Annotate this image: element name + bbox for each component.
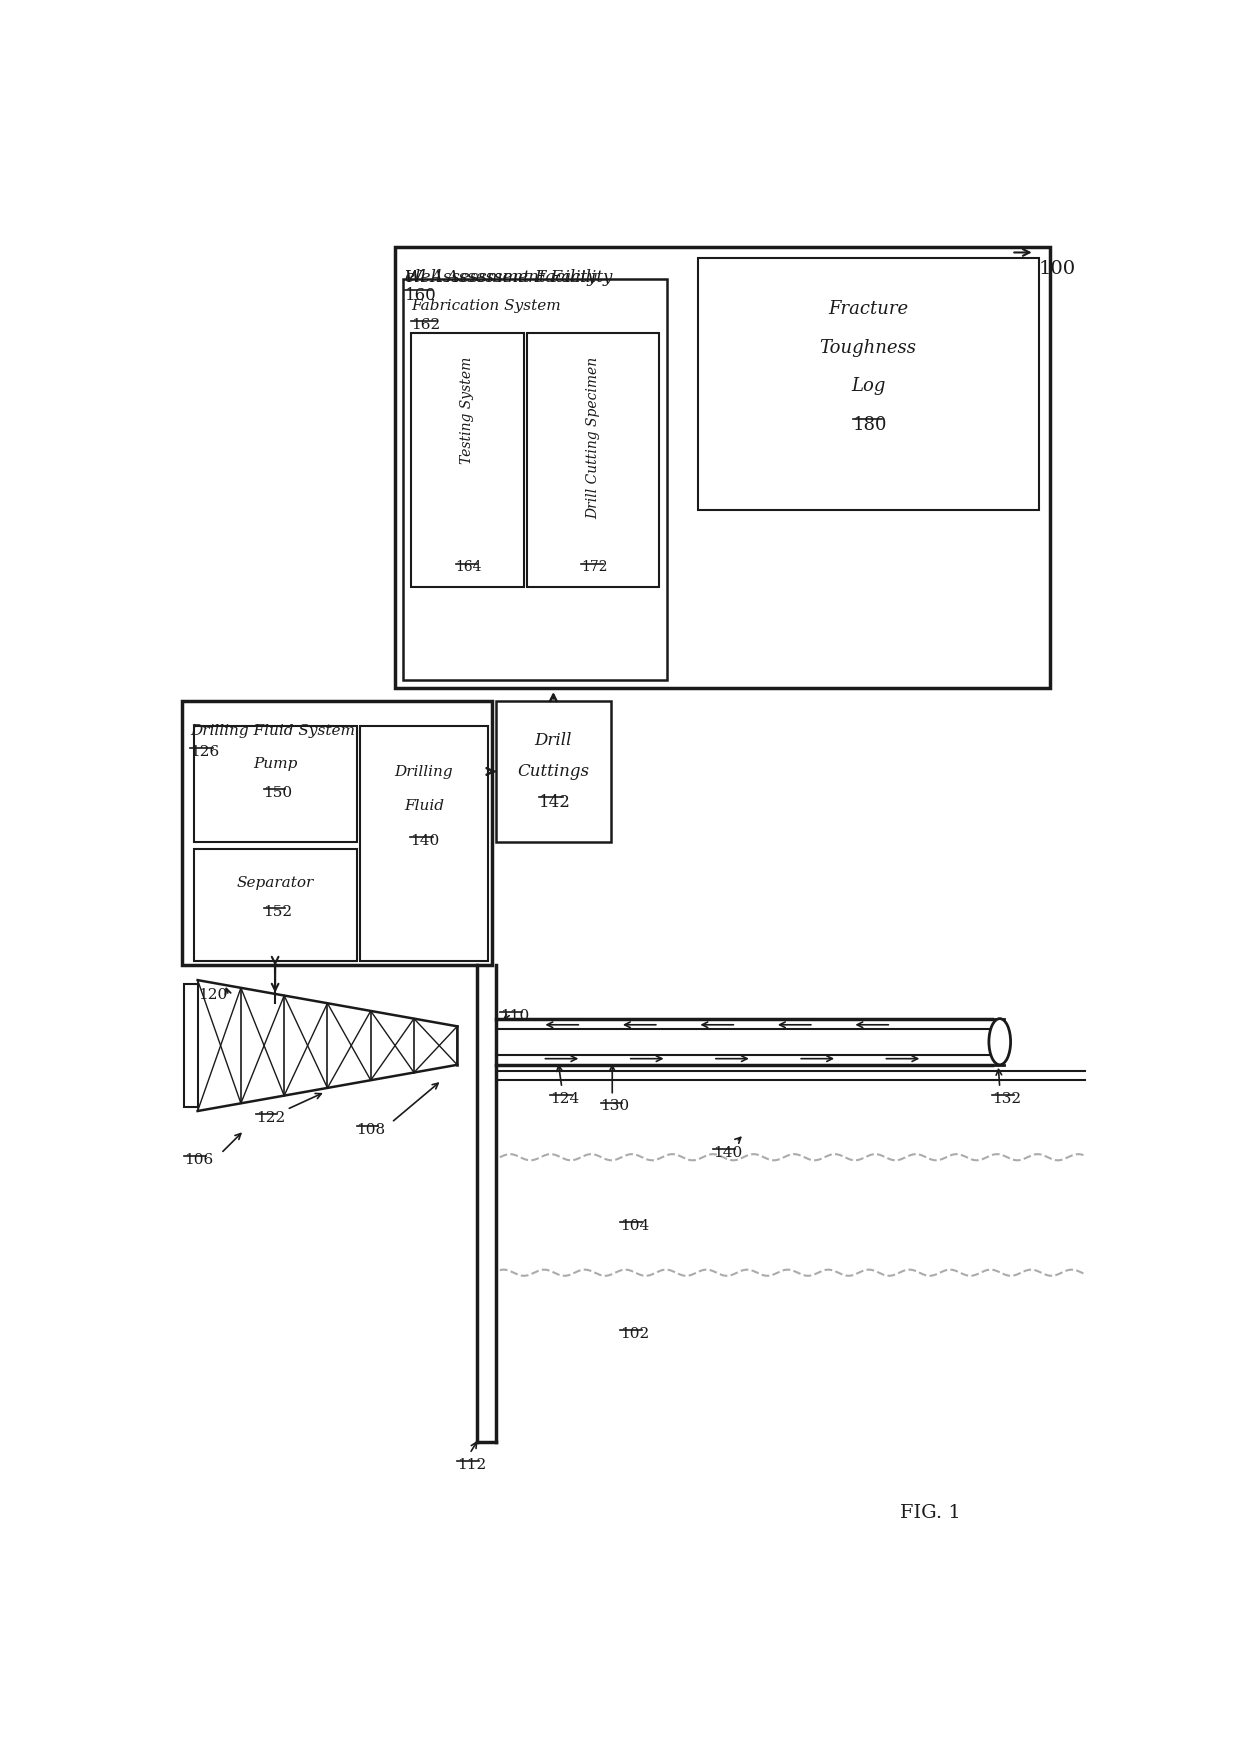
Text: 106: 106 <box>185 1154 213 1168</box>
Text: Drill: Drill <box>534 732 572 749</box>
Bar <box>396 247 1050 688</box>
Text: FIG. 1: FIG. 1 <box>900 1504 960 1522</box>
Text: ell Assessment Facility: ell Assessment Facility <box>404 268 596 285</box>
Text: Fracture: Fracture <box>828 299 908 319</box>
Bar <box>410 333 523 587</box>
Text: Fabrication System: Fabrication System <box>410 299 560 313</box>
Bar <box>182 702 492 965</box>
Text: 126: 126 <box>190 744 219 758</box>
Text: 152: 152 <box>263 905 293 919</box>
Bar <box>193 849 357 961</box>
Bar <box>403 280 667 679</box>
Text: Testing System: Testing System <box>460 357 475 464</box>
Text: 162: 162 <box>410 319 440 333</box>
Text: 110: 110 <box>500 1009 529 1023</box>
Text: Drilling: Drilling <box>394 765 454 779</box>
Text: 172: 172 <box>582 560 608 574</box>
Text: Cuttings: Cuttings <box>517 763 589 779</box>
Bar <box>193 727 357 842</box>
Text: 122: 122 <box>255 1112 285 1126</box>
Text: 180: 180 <box>853 415 887 434</box>
Text: 112: 112 <box>458 1457 486 1471</box>
Text: Fluid: Fluid <box>404 798 444 812</box>
Text: 140: 140 <box>713 1145 743 1159</box>
Text: Drilling Fluid System: Drilling Fluid System <box>190 725 355 739</box>
Text: Toughness: Toughness <box>820 338 916 357</box>
Bar <box>361 727 489 961</box>
Text: 142: 142 <box>539 793 572 811</box>
Bar <box>496 702 611 842</box>
Text: 102: 102 <box>620 1327 650 1341</box>
Text: 150: 150 <box>263 786 293 800</box>
Text: Pump: Pump <box>253 756 298 770</box>
Text: 164: 164 <box>456 560 482 574</box>
Text: Separator: Separator <box>237 876 314 890</box>
Text: 130: 130 <box>600 1100 630 1114</box>
Bar <box>184 984 197 1107</box>
Text: 108: 108 <box>357 1122 386 1136</box>
Text: 100: 100 <box>1039 261 1075 278</box>
Text: 160: 160 <box>404 287 436 305</box>
Ellipse shape <box>990 1019 1011 1065</box>
Text: Well Assessment Facility: Well Assessment Facility <box>404 268 611 285</box>
Text: 104: 104 <box>620 1219 650 1233</box>
Text: Drill Cutting Specimen: Drill Cutting Specimen <box>585 357 600 518</box>
Text: W: W <box>404 268 422 285</box>
Text: 120: 120 <box>197 988 227 1002</box>
Text: Log: Log <box>851 376 885 396</box>
Bar <box>527 333 658 587</box>
Text: 132: 132 <box>992 1093 1021 1107</box>
Text: 124: 124 <box>551 1093 579 1107</box>
Text: 140: 140 <box>410 833 439 847</box>
Bar <box>697 257 1039 511</box>
